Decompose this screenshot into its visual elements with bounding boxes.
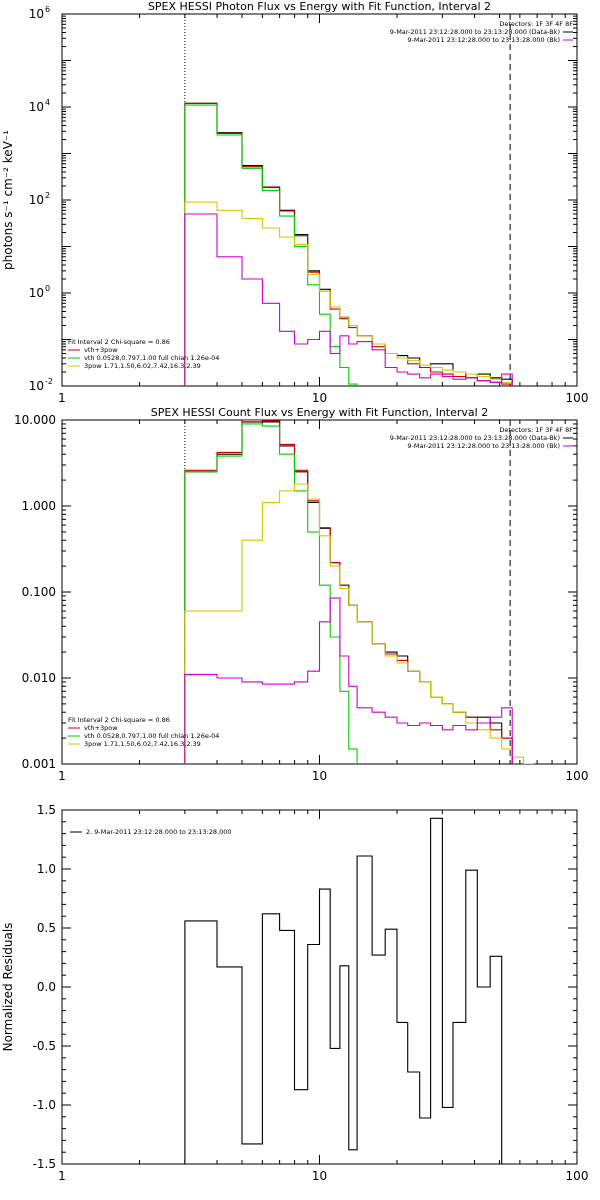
y-tick-label: -1.0 <box>33 1098 56 1112</box>
y-tick-exponent: 2 <box>45 191 50 200</box>
y-axis-label: photons s⁻¹ cm⁻² keV⁻¹ <box>1 130 15 270</box>
x-tick-label: 10 <box>312 769 327 783</box>
y-tick-label: 1.000 <box>22 499 56 513</box>
y-axis-label: Normalized Residuals <box>1 923 15 1052</box>
x-tick-label: 100 <box>566 391 589 405</box>
series-line-5 <box>184 213 513 386</box>
legend-left-entry: 3pow 1.71,1.50,6.02,7.42,16.3,2.39 <box>84 362 201 370</box>
chart-panel-2: SPEX HESSI Count Flux vs Energy with Fit… <box>14 406 588 783</box>
y-tick-label: 10 <box>29 7 44 21</box>
x-tick-label: 1 <box>58 391 66 405</box>
plot-frame <box>61 809 578 1165</box>
series-line-3 <box>184 104 358 386</box>
legend-left-entry: vth 0.0528,0.797,1.00 full chian 1.26e-0… <box>84 732 219 740</box>
chart-panel-1: SPEX HESSI Photon Flux vs Energy with Fi… <box>1 0 588 405</box>
y-tick-label: 10 <box>29 286 44 300</box>
y-tick-label: 0.001 <box>22 757 56 771</box>
y-tick-label: 10.000 <box>14 413 56 427</box>
y-tick-label: 0.100 <box>22 585 56 599</box>
series-group <box>184 102 513 386</box>
y-tick-label: 10 <box>29 193 44 207</box>
legend-left-entry: vth+3pow <box>84 724 118 732</box>
x-tick-label: 10 <box>312 391 327 405</box>
x-tick-label: 100 <box>566 769 589 783</box>
legend-right-entry: 9-Mar-2011 23:12:28.000 to 23:13:28.000 … <box>407 36 560 44</box>
legend-left-entry: vth+3pow <box>84 346 118 354</box>
legend-left-entry: 3pow 1.71,1.50,6.02,7.42,16.3,2.39 <box>84 740 201 748</box>
x-tick-label: 1 <box>58 1169 66 1183</box>
y-tick-label: -0.5 <box>33 1039 56 1053</box>
y-tick-label: 10 <box>29 379 44 393</box>
y-tick-exponent: -2 <box>45 377 53 386</box>
legend-right-entry: 9-Mar-2011 23:12:28.000 to 23:13:28.000 … <box>390 434 560 442</box>
y-tick-exponent: 0 <box>45 284 50 293</box>
series-line-3 <box>184 423 358 764</box>
legend-right-entry: 9-Mar-2011 23:12:28.000 to 23:13:28.000 … <box>407 442 560 450</box>
y-tick-label: -1.5 <box>33 1157 56 1171</box>
legend-right-header: Detectors: 1F 3F 4F 8F <box>499 426 573 434</box>
y-tick-label: 1.0 <box>37 862 56 876</box>
chart-title: SPEX HESSI Count Flux vs Energy with Fit… <box>151 406 488 419</box>
plot-frame <box>61 13 578 387</box>
legend-left-header: Fit Interval 2 Chi-square = 0.86 <box>68 338 170 346</box>
plot-frame <box>61 419 578 765</box>
series-line-4 <box>184 201 513 386</box>
series-line-4 <box>184 483 534 764</box>
legend-right-header: Detectors: 1F 3F 4F 8F <box>499 20 573 28</box>
chart-title: SPEX HESSI Photon Flux vs Energy with Fi… <box>148 0 491 13</box>
series-line-5 <box>184 597 513 764</box>
legend-left-entry: vth 0.0528,0.797,1.00 full chian 1.26e-0… <box>84 354 219 362</box>
y-tick-label: 0.5 <box>37 921 56 935</box>
series-group <box>184 420 534 764</box>
x-tick-label: 100 <box>566 1169 589 1183</box>
x-tick-label: 1 <box>58 769 66 783</box>
legend-right-entry: 9-Mar-2011 23:12:28.000 to 23:13:28.000 … <box>390 28 560 36</box>
y-tick-exponent: 6 <box>45 5 50 14</box>
series-line-1 <box>184 817 513 1164</box>
y-tick-label: 0.0 <box>37 980 56 994</box>
x-tick-label: 10 <box>312 1169 327 1183</box>
y-tick-label: 0.010 <box>22 671 56 685</box>
y-tick-label: 1.5 <box>37 803 56 817</box>
y-tick-label: 10 <box>29 100 44 114</box>
series-group <box>184 817 513 1164</box>
legend-top-entry: 2. 9-Mar-2011 23:12:28.000 to 23:13:28.0… <box>86 828 232 836</box>
legend-left-header: Fit Interval 2 Chi-square = 0.86 <box>68 716 170 724</box>
chart-panel-3: 1 10 100 -1.5 -1.0 -0.5 0.0 0.5 1.0 1.5 Normalized… <box>1 803 588 1183</box>
y-tick-exponent: 4 <box>45 98 50 107</box>
